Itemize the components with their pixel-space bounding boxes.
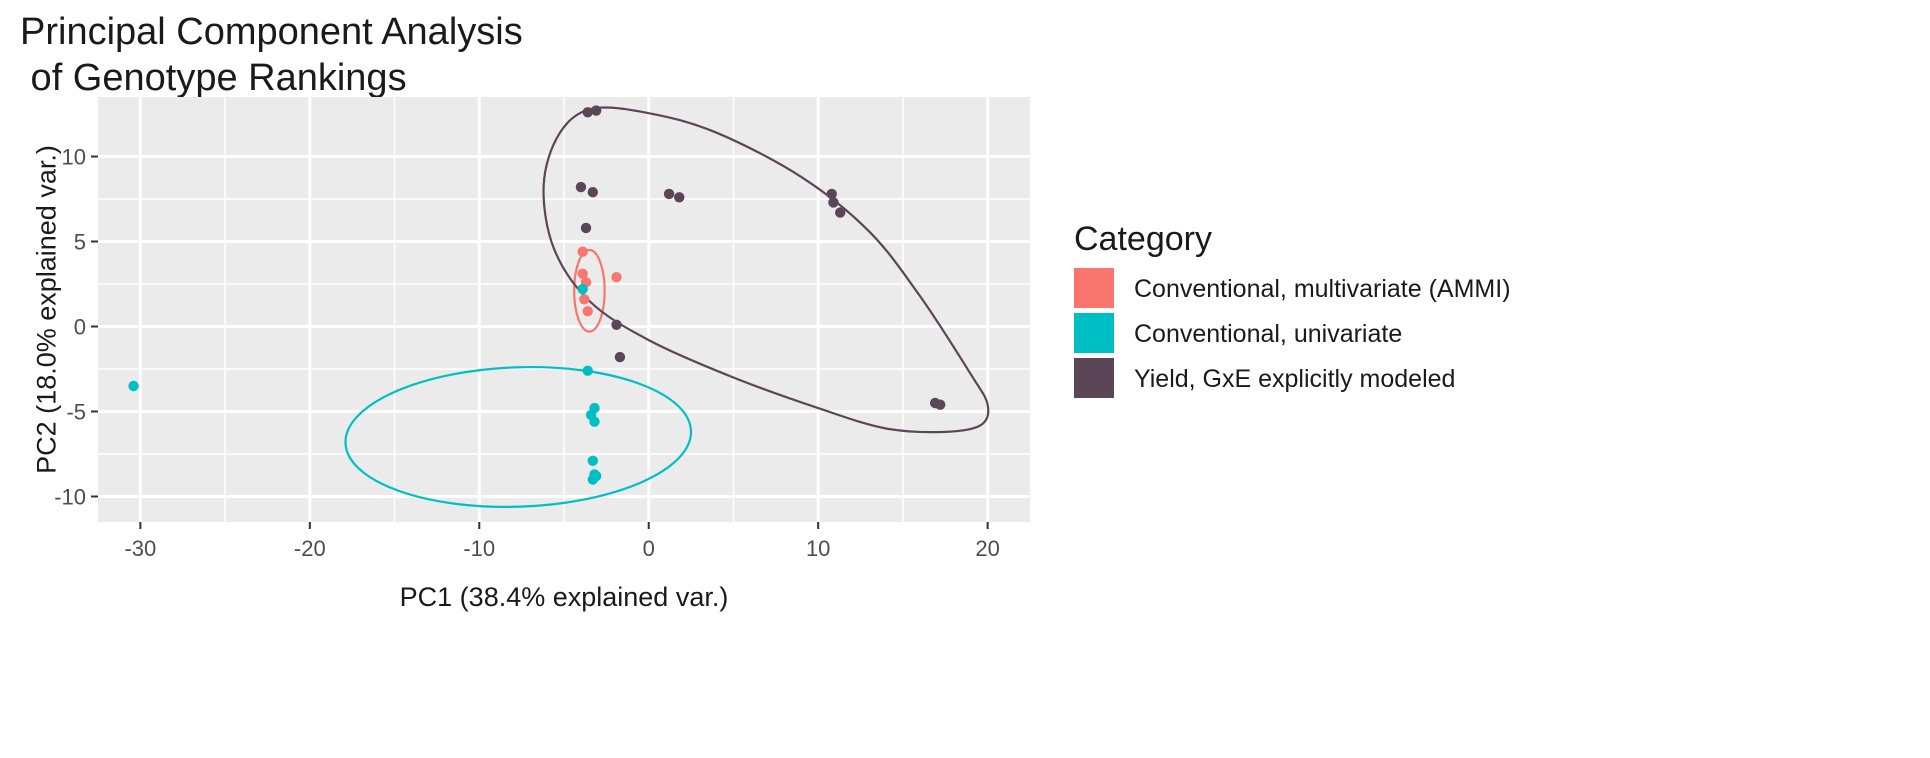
y-tick-label: 10 — [62, 145, 86, 170]
data-point — [614, 351, 626, 363]
data-point — [611, 319, 622, 330]
data-point — [580, 222, 592, 234]
data-point — [587, 455, 599, 466]
grid-major — [98, 97, 1030, 522]
data-point — [934, 399, 946, 410]
y-tick-label: 0 — [74, 315, 86, 340]
data-point — [587, 187, 599, 198]
data-point — [577, 283, 588, 295]
confidence-ellipse — [344, 365, 693, 509]
legend-swatch — [1074, 313, 1114, 353]
x-tick-label: 0 — [643, 536, 655, 561]
data-point — [577, 246, 588, 257]
x-axis-ticks: -30 -20 -10 0 10 20 — [124, 522, 1000, 561]
grid-minor — [98, 97, 1030, 522]
data-point — [590, 470, 602, 482]
data-point — [579, 294, 590, 305]
data-points — [128, 105, 946, 485]
chart-title-line-1: Principal Component Analysis — [20, 11, 523, 53]
legend-label: Conventional, univariate — [1134, 320, 1402, 348]
chart-title-line-2: of Genotype Rankings — [20, 57, 407, 99]
data-point — [828, 197, 839, 208]
data-point — [582, 107, 593, 118]
legend-swatch — [1074, 268, 1114, 308]
x-axis-title: PC1 (38.4% explained var.) — [400, 582, 729, 612]
data-point — [582, 306, 593, 317]
chart-title: Principal Component Analysis of Genotype… — [20, 11, 523, 99]
confidence-ellipse — [542, 106, 990, 434]
data-point — [577, 268, 588, 279]
data-point — [835, 207, 846, 218]
y-tick-label: -10 — [54, 485, 86, 510]
confidence-ellipses — [344, 106, 990, 509]
x-tick-label: 20 — [975, 536, 999, 561]
data-point — [575, 181, 587, 193]
data-point — [674, 192, 685, 203]
y-tick-label: -5 — [66, 400, 86, 425]
data-point — [590, 105, 602, 116]
y-axis-ticks: -10 -5 0 5 10 — [54, 145, 98, 510]
data-point — [663, 188, 675, 200]
x-tick-label: -20 — [294, 536, 326, 561]
x-tick-label: 10 — [806, 536, 830, 561]
data-point — [826, 188, 837, 200]
legend-title: Category — [1074, 220, 1212, 258]
legend-label: Yield, GxE explicitly modeled — [1134, 365, 1455, 393]
data-point — [611, 272, 622, 283]
legend-entries: Conventional, multivariate (AMMI) Convent… — [1074, 268, 1511, 398]
legend-label: Conventional, multivariate (AMMI) — [1134, 275, 1511, 303]
legend-swatch — [1074, 358, 1114, 398]
y-tick-label: 5 — [74, 230, 86, 255]
data-point — [589, 416, 600, 427]
confidence-ellipse — [573, 248, 606, 333]
data-point — [582, 365, 593, 376]
legend: Category Conventional, multivariate (AMM… — [1074, 220, 1511, 398]
y-axis-title: PC2 (18.0% explained var.) — [31, 145, 61, 474]
x-tick-label: -30 — [124, 536, 156, 561]
x-tick-label: -10 — [463, 536, 495, 561]
data-point — [128, 380, 139, 392]
